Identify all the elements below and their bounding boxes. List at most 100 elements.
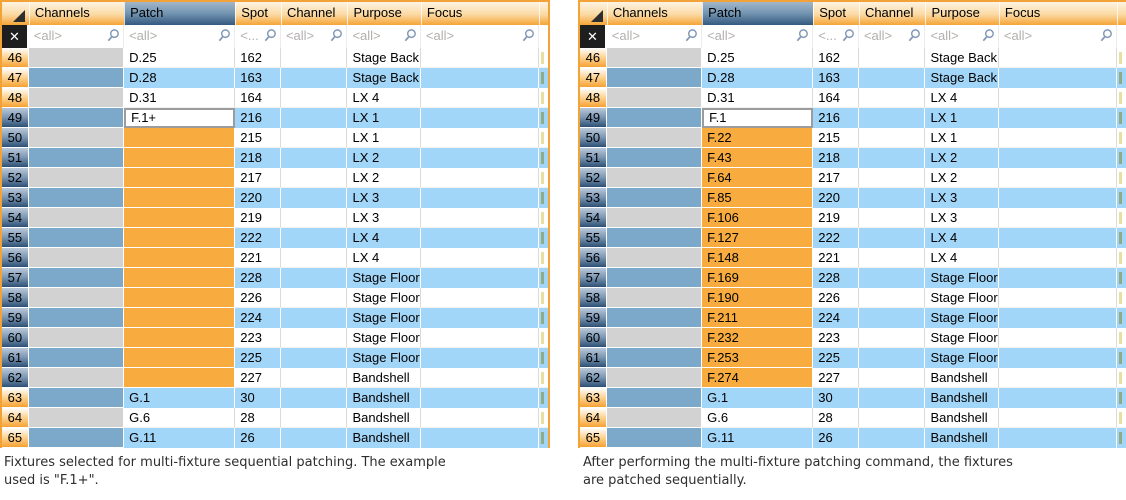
focus-cell[interactable] xyxy=(420,148,540,168)
channels-cell[interactable] xyxy=(606,128,703,148)
channels-cell[interactable] xyxy=(28,328,125,348)
patch-cell[interactable]: F.253 xyxy=(702,348,814,368)
patch-cell[interactable]: G.6 xyxy=(702,408,814,428)
purpose-cell[interactable]: Stage Back xyxy=(925,68,999,88)
row-number[interactable]: 61 xyxy=(580,348,607,368)
row-number[interactable]: 63 xyxy=(580,388,607,408)
magnifier-icon[interactable] xyxy=(521,28,536,43)
channels-cell[interactable] xyxy=(28,408,125,428)
focus-cell[interactable] xyxy=(420,328,540,348)
patch-cell[interactable]: F.43 xyxy=(702,148,814,168)
patch-cell[interactable]: F.106 xyxy=(702,208,814,228)
patch-cell[interactable]: F.148 xyxy=(702,248,814,268)
focus-cell[interactable] xyxy=(420,248,540,268)
row-number[interactable]: 58 xyxy=(2,288,29,308)
spot-cell[interactable]: 221 xyxy=(813,248,859,268)
column-header-spot[interactable]: Spot xyxy=(235,2,281,25)
focus-cell[interactable] xyxy=(420,308,540,328)
channels-cell[interactable] xyxy=(28,428,125,448)
channel-cell[interactable] xyxy=(280,228,348,248)
purpose-cell[interactable]: Stage Floor xyxy=(925,348,999,368)
focus-cell[interactable] xyxy=(998,328,1118,348)
spot-cell[interactable]: 227 xyxy=(235,368,281,388)
channel-cell[interactable] xyxy=(858,408,926,428)
column-header-focus[interactable]: Focus xyxy=(420,2,540,25)
spot-cell[interactable]: 216 xyxy=(235,108,281,128)
filter-purpose[interactable]: <all> xyxy=(925,25,999,48)
focus-cell[interactable] xyxy=(420,128,540,148)
focus-cell[interactable] xyxy=(420,408,540,428)
channel-cell[interactable] xyxy=(280,368,348,388)
focus-cell[interactable] xyxy=(998,128,1118,148)
row-number[interactable]: 55 xyxy=(580,228,607,248)
channels-cell[interactable] xyxy=(28,228,125,248)
row-number[interactable]: 53 xyxy=(2,188,29,208)
filter-focus[interactable]: <all> xyxy=(420,25,540,48)
channel-cell[interactable] xyxy=(858,368,926,388)
row-number[interactable]: 51 xyxy=(2,148,29,168)
channels-cell[interactable] xyxy=(606,168,703,188)
filter-spot[interactable]: <... xyxy=(813,25,859,48)
row-number[interactable]: 58 xyxy=(580,288,607,308)
spot-cell[interactable]: 224 xyxy=(813,308,859,328)
channel-cell[interactable] xyxy=(280,48,348,68)
patch-cell[interactable] xyxy=(124,188,236,208)
channels-cell[interactable] xyxy=(606,68,703,88)
channels-cell[interactable] xyxy=(28,308,125,328)
filter-patch[interactable]: <all> xyxy=(124,25,236,48)
purpose-cell[interactable]: LX 3 xyxy=(347,188,421,208)
channel-cell[interactable] xyxy=(280,148,348,168)
row-number[interactable]: 60 xyxy=(2,328,29,348)
patch-cell[interactable]: F.232 xyxy=(702,328,814,348)
channels-cell[interactable] xyxy=(28,248,125,268)
channel-cell[interactable] xyxy=(280,348,348,368)
focus-cell[interactable] xyxy=(420,268,540,288)
magnifier-icon[interactable] xyxy=(106,28,121,43)
patch-cell[interactable] xyxy=(124,248,236,268)
focus-cell[interactable] xyxy=(420,348,540,368)
purpose-cell[interactable]: LX 2 xyxy=(925,148,999,168)
patch-cell[interactable]: F.211 xyxy=(702,308,814,328)
focus-cell[interactable] xyxy=(420,208,540,228)
purpose-cell[interactable]: Stage Floor xyxy=(347,328,421,348)
focus-cell[interactable] xyxy=(998,88,1118,108)
channel-cell[interactable] xyxy=(858,48,926,68)
focus-cell[interactable] xyxy=(420,368,540,388)
purpose-cell[interactable]: LX 4 xyxy=(347,228,421,248)
magnifier-icon[interactable] xyxy=(907,28,922,43)
channel-cell[interactable] xyxy=(858,188,926,208)
patch-cell[interactable]: D.25 xyxy=(702,48,814,68)
channel-cell[interactable] xyxy=(858,168,926,188)
channel-cell[interactable] xyxy=(280,428,348,448)
focus-cell[interactable] xyxy=(420,88,540,108)
focus-cell[interactable] xyxy=(420,228,540,248)
channels-cell[interactable] xyxy=(606,148,703,168)
patch-cell[interactable] xyxy=(124,348,236,368)
focus-cell[interactable] xyxy=(998,48,1118,68)
purpose-cell[interactable]: Stage Floor xyxy=(925,308,999,328)
focus-cell[interactable] xyxy=(998,228,1118,248)
spot-cell[interactable]: 216 xyxy=(813,108,859,128)
patch-cell[interactable] xyxy=(124,148,236,168)
row-number[interactable]: 49 xyxy=(2,108,29,128)
row-number[interactable]: 62 xyxy=(2,368,29,388)
spot-cell[interactable]: 217 xyxy=(813,168,859,188)
focus-cell[interactable] xyxy=(998,168,1118,188)
purpose-cell[interactable]: Bandshell xyxy=(925,368,999,388)
focus-cell[interactable] xyxy=(998,148,1118,168)
filter-channel[interactable]: <all> xyxy=(280,25,348,48)
focus-cell[interactable] xyxy=(420,48,540,68)
focus-cell[interactable] xyxy=(998,268,1118,288)
spot-cell[interactable]: 227 xyxy=(813,368,859,388)
magnifier-icon[interactable] xyxy=(841,28,856,43)
purpose-cell[interactable]: LX 3 xyxy=(347,208,421,228)
spot-cell[interactable]: 26 xyxy=(813,428,859,448)
purpose-cell[interactable]: Bandshell xyxy=(925,408,999,428)
filter-channels[interactable]: <all> xyxy=(606,25,703,48)
spot-cell[interactable]: 220 xyxy=(235,188,281,208)
column-header-spot[interactable]: Spot xyxy=(813,2,859,25)
purpose-cell[interactable]: Bandshell xyxy=(925,428,999,448)
magnifier-icon[interactable] xyxy=(1099,28,1114,43)
column-header-channels[interactable]: Channels xyxy=(28,2,125,25)
channel-cell[interactable] xyxy=(280,128,348,148)
